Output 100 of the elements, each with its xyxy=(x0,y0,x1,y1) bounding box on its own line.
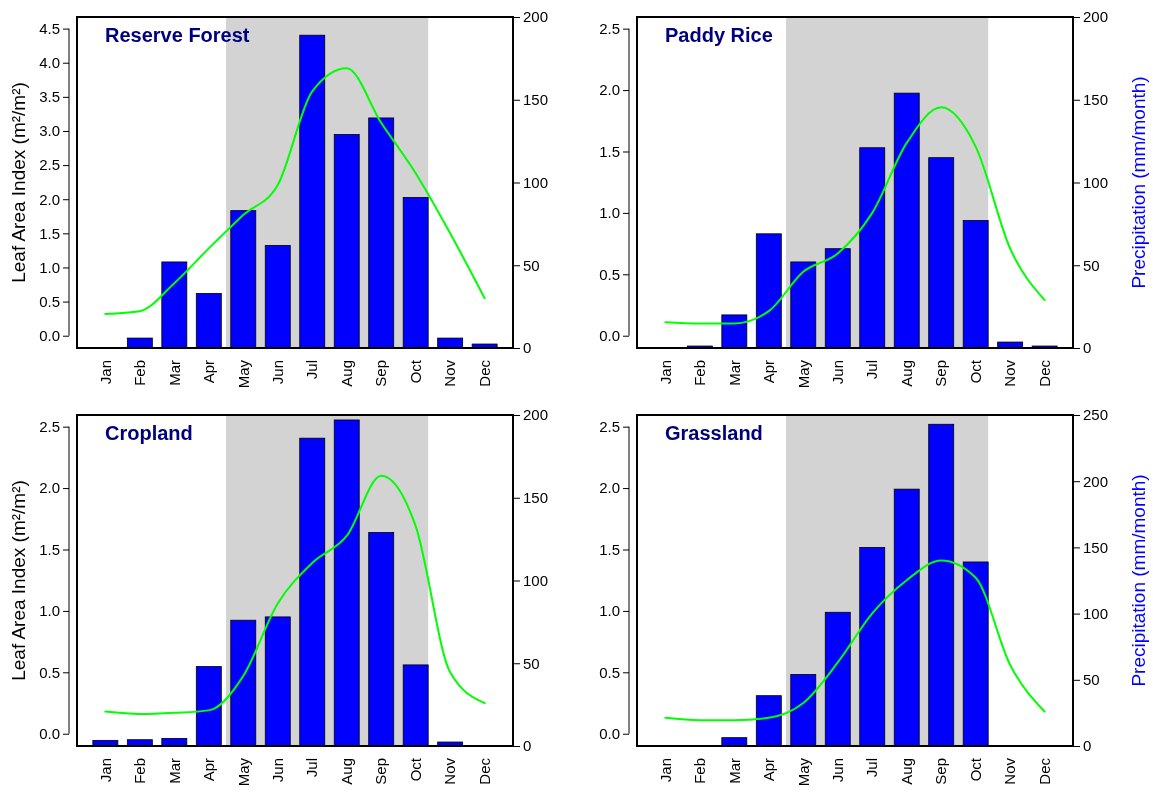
x-tick-label: Jun xyxy=(269,758,287,783)
x-tick-label: Dec xyxy=(475,757,493,785)
y-tick-label: 1.0 xyxy=(599,602,620,620)
x-tick-label: Nov xyxy=(441,757,459,785)
y-axis-title: Leaf Area Index (m²/m²) xyxy=(8,82,29,283)
x-tick-label: Sep xyxy=(932,360,950,387)
x-tick-label: Nov xyxy=(441,359,459,387)
x-tick-label: Jul xyxy=(303,360,321,380)
y-tick-label: 2.0 xyxy=(39,479,60,497)
x-tick-label: Jul xyxy=(303,758,321,778)
y-tick-label: 2.0 xyxy=(599,81,620,99)
x-tick-label: Feb xyxy=(131,758,149,784)
x-tick-label: Feb xyxy=(691,360,709,386)
x-tick-label: Dec xyxy=(1035,359,1053,387)
y2-tick-label: 100 xyxy=(523,571,549,589)
y-tick-label: 2.0 xyxy=(599,479,620,497)
y-tick-label: 0.5 xyxy=(39,292,60,310)
x-tick-label: Aug xyxy=(337,758,355,785)
y-tick-label: 1.0 xyxy=(599,204,620,222)
x-tick-label: Sep xyxy=(932,758,950,785)
y-tick-label: 4.5 xyxy=(39,19,60,37)
y-tick-label: 1.0 xyxy=(39,602,60,620)
x-tick-label: Jan xyxy=(96,758,114,783)
x-tick-label: Aug xyxy=(897,758,915,785)
y2-tick-label: 100 xyxy=(1083,173,1109,191)
x-tick-label: Jan xyxy=(96,360,114,385)
x-tick-label: Jun xyxy=(829,360,847,385)
x-tick-label: May xyxy=(794,757,812,787)
x-tick-label: Mar xyxy=(725,360,743,386)
x-tick-label: May xyxy=(234,757,252,787)
y-tick-label: 1.5 xyxy=(599,540,620,558)
y-tick-label: 2.0 xyxy=(39,190,60,208)
x-tick-label: Mar xyxy=(725,758,743,784)
x-tick-label: Nov xyxy=(1001,757,1019,785)
y-tick-label: 0.0 xyxy=(39,327,60,345)
y2-tick-label: 0 xyxy=(1083,737,1092,755)
y-tick-label: 0.0 xyxy=(39,725,60,743)
y2-tick-label: 150 xyxy=(523,91,549,109)
y2-tick-label: 200 xyxy=(523,8,549,26)
x-tick-label: Mar xyxy=(165,360,183,386)
y2-tick-label: 50 xyxy=(1083,256,1100,274)
y-tick-label: 1.5 xyxy=(39,540,60,558)
y2-tick-label: 150 xyxy=(1083,538,1109,556)
y-tick-label: 0.5 xyxy=(39,663,60,681)
y-tick-label: 0.0 xyxy=(599,327,620,345)
x-tick-label: Jul xyxy=(863,360,881,380)
y2-tick-label: 150 xyxy=(1083,91,1109,109)
x-tick-label: Nov xyxy=(1001,359,1019,387)
x-tick-label: May xyxy=(794,359,812,389)
y-tick-label: 2.5 xyxy=(599,19,620,37)
y-tick-label: 1.0 xyxy=(39,258,60,276)
x-tick-label: Jun xyxy=(829,758,847,783)
x-tick-label: Oct xyxy=(406,359,424,384)
chart-title: Paddy Rice xyxy=(665,24,773,46)
y-tick-label: 3.5 xyxy=(39,88,60,106)
chart-title: Grassland xyxy=(665,422,763,444)
y-tick-label: 0.0 xyxy=(599,725,620,743)
x-tick-label: Aug xyxy=(337,360,355,387)
y-tick-label: 1.5 xyxy=(39,224,60,242)
y2-tick-label: 100 xyxy=(523,173,549,191)
y-tick-label: 4.0 xyxy=(39,54,60,72)
y2-axis-title: Precipitation (mm/month) xyxy=(1128,474,1149,687)
y-tick-label: 2.5 xyxy=(599,417,620,435)
x-tick-label: Oct xyxy=(966,359,984,384)
x-tick-label: Apr xyxy=(200,360,218,384)
x-tick-label: Aug xyxy=(897,360,915,387)
y2-tick-label: 200 xyxy=(1083,8,1109,26)
y2-tick-label: 250 xyxy=(1083,406,1109,424)
y2-tick-label: 0 xyxy=(523,339,532,357)
y-tick-label: 2.5 xyxy=(39,156,60,174)
x-tick-label: Jan xyxy=(656,758,674,783)
chart-title: Reserve Forest xyxy=(105,24,250,46)
x-tick-label: May xyxy=(234,359,252,389)
x-tick-label: Sep xyxy=(372,758,390,785)
y2-tick-label: 200 xyxy=(1083,472,1109,490)
y-tick-label: 2.5 xyxy=(39,417,60,435)
y-tick-label: 0.5 xyxy=(599,663,620,681)
x-tick-label: Sep xyxy=(372,360,390,387)
y2-tick-label: 150 xyxy=(523,489,549,507)
y2-tick-label: 50 xyxy=(523,256,540,274)
x-tick-label: Oct xyxy=(966,757,984,782)
x-tick-label: Apr xyxy=(760,758,778,782)
y2-tick-label: 0 xyxy=(523,737,532,755)
y2-tick-label: 50 xyxy=(523,654,540,672)
x-tick-label: Jul xyxy=(863,758,881,778)
chart-title: Cropland xyxy=(105,422,193,444)
x-tick-label: Feb xyxy=(691,758,709,784)
x-tick-label: Apr xyxy=(200,758,218,782)
x-tick-label: Dec xyxy=(1035,757,1053,785)
y-tick-label: 0.5 xyxy=(599,265,620,283)
y2-axis-title: Precipitation (mm/month) xyxy=(1128,76,1149,289)
x-tick-label: Mar xyxy=(165,758,183,784)
x-tick-label: Oct xyxy=(406,757,424,782)
y2-tick-label: 100 xyxy=(1083,604,1109,622)
x-tick-label: Dec xyxy=(475,359,493,387)
x-tick-label: Apr xyxy=(760,360,778,384)
x-tick-label: Feb xyxy=(131,360,149,386)
y-tick-label: 3.0 xyxy=(39,122,60,140)
y2-tick-label: 200 xyxy=(523,406,549,424)
y2-tick-label: 50 xyxy=(1083,671,1100,689)
